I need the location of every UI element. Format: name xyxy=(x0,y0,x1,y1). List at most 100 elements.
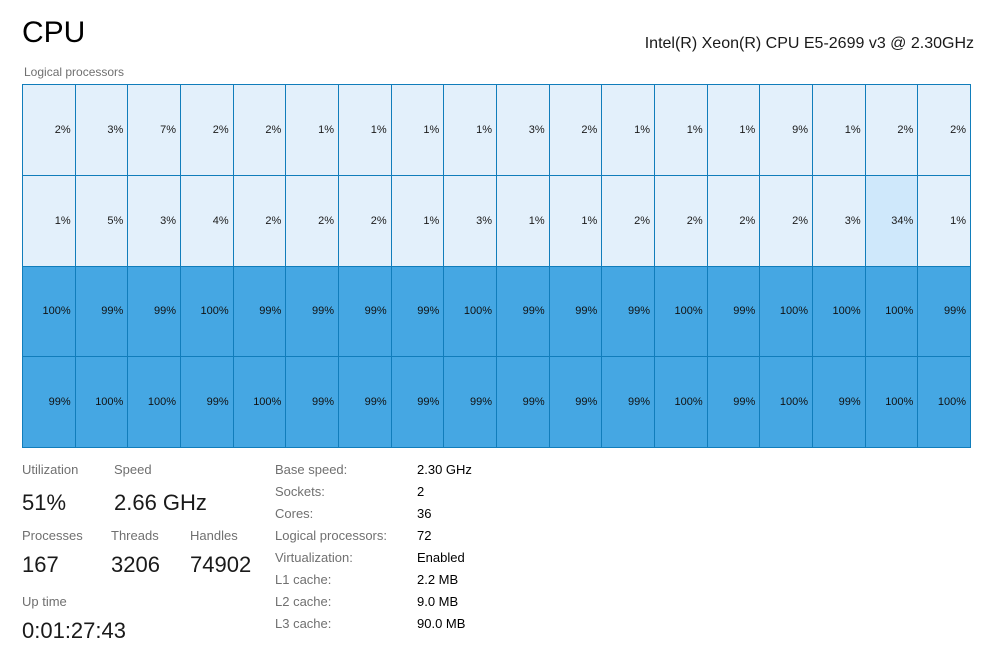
processor-cell[interactable]: 2% xyxy=(760,175,812,266)
spec-value: 36 xyxy=(417,506,432,521)
processor-cell[interactable]: 99% xyxy=(391,266,444,357)
spec-value: 90.0 MB xyxy=(417,616,466,631)
processor-cell[interactable]: 99% xyxy=(549,266,602,357)
processor-cell[interactable]: 9% xyxy=(760,85,812,175)
processor-cell[interactable]: 100% xyxy=(865,266,918,357)
processor-cell[interactable]: 2% xyxy=(339,175,391,266)
cpu-model-name: Intel(R) Xeon(R) CPU E5-2699 v3 @ 2.30GH… xyxy=(644,35,974,52)
processor-cell[interactable]: 2% xyxy=(602,175,654,266)
processor-cell[interactable]: 99% xyxy=(286,266,338,357)
processor-cell[interactable]: 2% xyxy=(865,85,918,175)
processor-cell[interactable]: 99% xyxy=(286,357,338,447)
processor-cell[interactable]: 1% xyxy=(23,175,75,266)
processor-cell[interactable]: 99% xyxy=(75,266,128,357)
spec-value: 2 xyxy=(417,484,425,499)
processor-cell[interactable]: 99% xyxy=(181,357,233,447)
processor-cell[interactable]: 100% xyxy=(181,266,233,357)
processor-cell[interactable]: 100% xyxy=(23,266,75,357)
processor-cell[interactable]: 100% xyxy=(444,266,496,357)
processor-cell[interactable]: 2% xyxy=(181,85,233,175)
processor-cell[interactable]: 2% xyxy=(233,175,286,266)
processor-cell[interactable]: 99% xyxy=(602,266,654,357)
threads-value: 3206 xyxy=(111,552,160,577)
spec-label: L2 cache: xyxy=(275,594,332,609)
processor-cell[interactable]: 100% xyxy=(655,266,707,357)
spec-value: 72 xyxy=(417,528,432,543)
processor-cell[interactable]: 2% xyxy=(286,175,338,266)
speed-label: Speed xyxy=(114,462,152,477)
processor-cell[interactable]: 4% xyxy=(181,175,233,266)
processor-cell[interactable]: 3% xyxy=(444,175,496,266)
processor-cell[interactable]: 5% xyxy=(75,175,128,266)
processor-cell[interactable]: 100% xyxy=(760,266,812,357)
processor-cell[interactable]: 1% xyxy=(391,85,444,175)
uptime-label: Up time xyxy=(22,594,67,609)
processor-cell[interactable]: 99% xyxy=(233,266,286,357)
processor-cell[interactable]: 7% xyxy=(128,85,180,175)
processor-cell[interactable]: 34% xyxy=(865,175,918,266)
processor-cell[interactable]: 100% xyxy=(918,357,970,447)
processor-cell[interactable]: 99% xyxy=(918,266,970,357)
processor-cell[interactable]: 1% xyxy=(444,85,496,175)
processor-cell[interactable]: 99% xyxy=(444,357,496,447)
processor-cell[interactable]: 1% xyxy=(707,85,760,175)
speed-value: 2.66 GHz xyxy=(114,490,207,515)
processor-cell[interactable]: 1% xyxy=(813,85,865,175)
spec-value: Enabled xyxy=(417,550,465,565)
processor-cell[interactable]: 1% xyxy=(655,85,707,175)
spec-label: Base speed: xyxy=(275,462,348,477)
processor-cell[interactable]: 100% xyxy=(760,357,812,447)
processor-cell[interactable]: 99% xyxy=(339,357,391,447)
processor-cell[interactable]: 99% xyxy=(602,357,654,447)
spec-label: Virtualization: xyxy=(275,550,353,565)
processes-value: 167 xyxy=(22,552,59,577)
page-title: CPU xyxy=(22,16,86,49)
processes-label: Processes xyxy=(22,528,83,543)
processor-cell[interactable]: 2% xyxy=(707,175,760,266)
processor-cell[interactable]: 1% xyxy=(339,85,391,175)
processor-cell[interactable]: 100% xyxy=(813,266,865,357)
processor-cell[interactable]: 2% xyxy=(549,85,602,175)
utilization-value: 51% xyxy=(22,490,67,515)
processor-cell[interactable]: 3% xyxy=(813,175,865,266)
processor-cell[interactable]: 99% xyxy=(339,266,391,357)
processor-cell[interactable]: 100% xyxy=(75,357,128,447)
processor-cell[interactable]: 100% xyxy=(655,357,707,447)
processor-cell[interactable]: 2% xyxy=(23,85,75,175)
threads-label: Threads xyxy=(111,528,159,543)
uptime-value: 0:01:27:43 xyxy=(22,618,126,643)
processor-cell[interactable]: 3% xyxy=(75,85,128,175)
processor-cell[interactable]: 2% xyxy=(918,85,970,175)
logical-processors-label: Logical processors xyxy=(24,65,125,79)
processor-cell[interactable]: 99% xyxy=(497,266,549,357)
handles-label: Handles xyxy=(190,528,238,543)
processor-cell[interactable]: 99% xyxy=(549,357,602,447)
spec-label: L3 cache: xyxy=(275,616,332,631)
processor-cell[interactable]: 99% xyxy=(707,266,760,357)
processor-cell[interactable]: 3% xyxy=(497,85,549,175)
processor-cell[interactable]: 1% xyxy=(602,85,654,175)
utilization-label: Utilization xyxy=(22,462,79,477)
processor-cell[interactable]: 99% xyxy=(391,357,444,447)
spec-label: Logical processors: xyxy=(275,528,387,543)
spec-label: L1 cache: xyxy=(275,572,332,587)
processor-cell[interactable]: 1% xyxy=(497,175,549,266)
processor-cell[interactable]: 100% xyxy=(233,357,286,447)
logical-processors-grid[interactable]: 2% 3% 7% 2% 2% 1% 1% 1% 1% 3% 2% 1% 1% 1% 9% 1% 2% 2% 1% 5%… xyxy=(22,84,971,448)
handles-value: 74902 xyxy=(190,552,252,577)
processor-cell[interactable]: 99% xyxy=(707,357,760,447)
processor-cell[interactable]: 99% xyxy=(128,266,180,357)
processor-cell[interactable]: 2% xyxy=(655,175,707,266)
processor-cell[interactable]: 99% xyxy=(497,357,549,447)
processor-cell[interactable]: 1% xyxy=(918,175,970,266)
processor-cell[interactable]: 100% xyxy=(865,357,918,447)
processor-cell[interactable]: 99% xyxy=(23,357,75,447)
processor-cell[interactable]: 1% xyxy=(391,175,444,266)
processor-cell[interactable]: 3% xyxy=(128,175,180,266)
spec-label: Sockets: xyxy=(275,484,325,499)
processor-cell[interactable]: 1% xyxy=(286,85,338,175)
processor-cell[interactable]: 99% xyxy=(813,357,865,447)
processor-cell[interactable]: 100% xyxy=(128,357,180,447)
processor-cell[interactable]: 1% xyxy=(549,175,602,266)
processor-cell[interactable]: 2% xyxy=(233,85,286,175)
